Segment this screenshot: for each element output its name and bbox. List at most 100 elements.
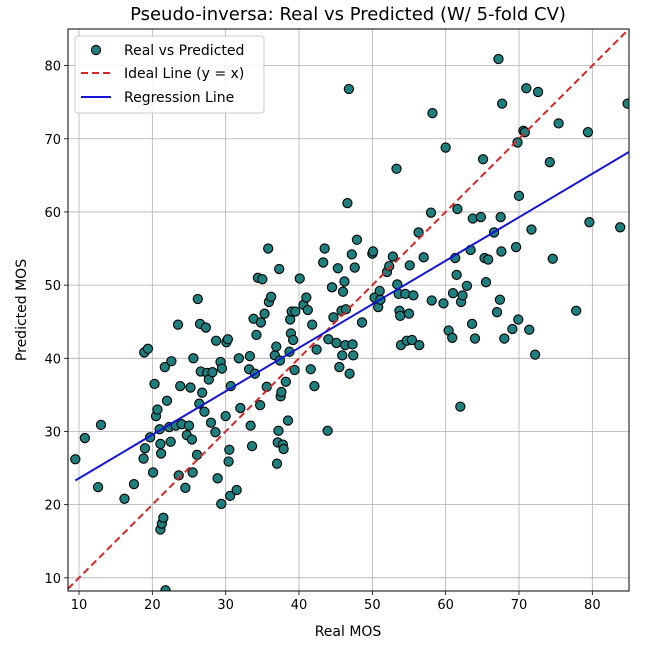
legend: Real vs Predicted Ideal Line (y = x) Regre… [74,35,265,114]
data-point [529,349,541,360]
data-point [212,473,223,484]
y-tick-label: 20 [44,499,61,514]
data-point [155,448,167,459]
ideal-line [68,29,629,590]
data-point [493,53,504,65]
data-point [367,246,379,257]
data-point [158,512,169,523]
data-point [480,277,492,288]
chart-title: Pseudo-inversa: Real vs Predicted (W/ 5-… [130,4,566,25]
data-point [246,440,258,452]
data-point [328,312,339,323]
data-point [166,356,177,367]
data-point [391,163,402,174]
legend-box [74,35,265,114]
data-point [186,434,198,445]
data-point [346,249,357,260]
x-tick-label: 70 [511,598,528,613]
data-point [457,290,468,301]
legend-marker-points [90,44,102,56]
data-point [280,376,291,387]
data-point [469,333,481,344]
data-point [384,260,395,272]
data-point [374,285,385,297]
data-point [216,363,228,374]
x-axis-label: Real MOS [315,624,382,640]
y-tick-label: 80 [44,60,61,75]
data-point [274,263,285,275]
data-point [331,337,342,349]
data-point [425,207,437,218]
data-point [235,402,246,414]
data-point [451,269,462,281]
data-point [418,252,429,263]
data-point [337,286,349,297]
data-point [427,108,438,119]
data-point [210,335,222,346]
data-point [395,310,406,322]
data-point [142,343,154,354]
data-point [584,217,595,228]
data-point [185,382,196,393]
data-point [461,280,473,292]
data-point [348,350,359,361]
data-point [513,190,525,201]
data-point [287,334,299,346]
data-point [119,493,130,504]
axis-ticks: 10 20 30 40 50 60 70 80 10 20 30 40 50 60 70 80 [44,60,600,613]
data-point [173,470,184,481]
data-point [349,262,360,273]
data-point [332,263,344,274]
data-point [192,293,203,305]
legend-label: Ideal Line (y = x) [124,66,244,82]
data-point [222,334,234,345]
data-point [95,419,107,431]
y-tick-label: 60 [44,206,61,221]
data-point [155,438,166,450]
data-point [289,364,300,376]
data-point [466,318,478,330]
data-point [318,257,329,268]
data-point [309,380,320,392]
regression-line [74,151,629,482]
data-point [207,367,218,378]
data-point [251,329,262,341]
data-point [496,98,508,109]
data-point [496,246,507,257]
plot-frame [67,28,630,592]
data-point [271,458,283,469]
x-tick-label: 40 [291,598,308,613]
data-point [455,401,466,412]
data-point [159,361,170,373]
data-point [197,387,208,398]
data-point [440,142,451,153]
data-point [172,319,184,330]
data-point [138,453,149,464]
data-point [311,344,322,355]
data-point [265,291,277,302]
data-point [447,332,458,343]
data-point [187,467,198,478]
data-point [326,282,338,293]
data-point [438,298,449,309]
y-tick-label: 30 [44,425,61,440]
data-point [547,253,558,264]
data-point [413,227,424,238]
data-point [200,322,212,333]
data-point [165,436,176,447]
data-point [553,118,564,129]
data-point [79,432,91,444]
y-axis-label: Predicted MOS [14,259,30,361]
data-point [344,368,355,379]
data-point [152,404,163,415]
data-point [387,251,399,262]
data-point [403,308,415,319]
data-point [254,399,266,411]
data-point [512,137,523,148]
data-point [220,410,231,422]
data-point [233,353,245,364]
data-point [475,211,487,223]
data-point [224,490,236,502]
data-point [183,420,195,431]
